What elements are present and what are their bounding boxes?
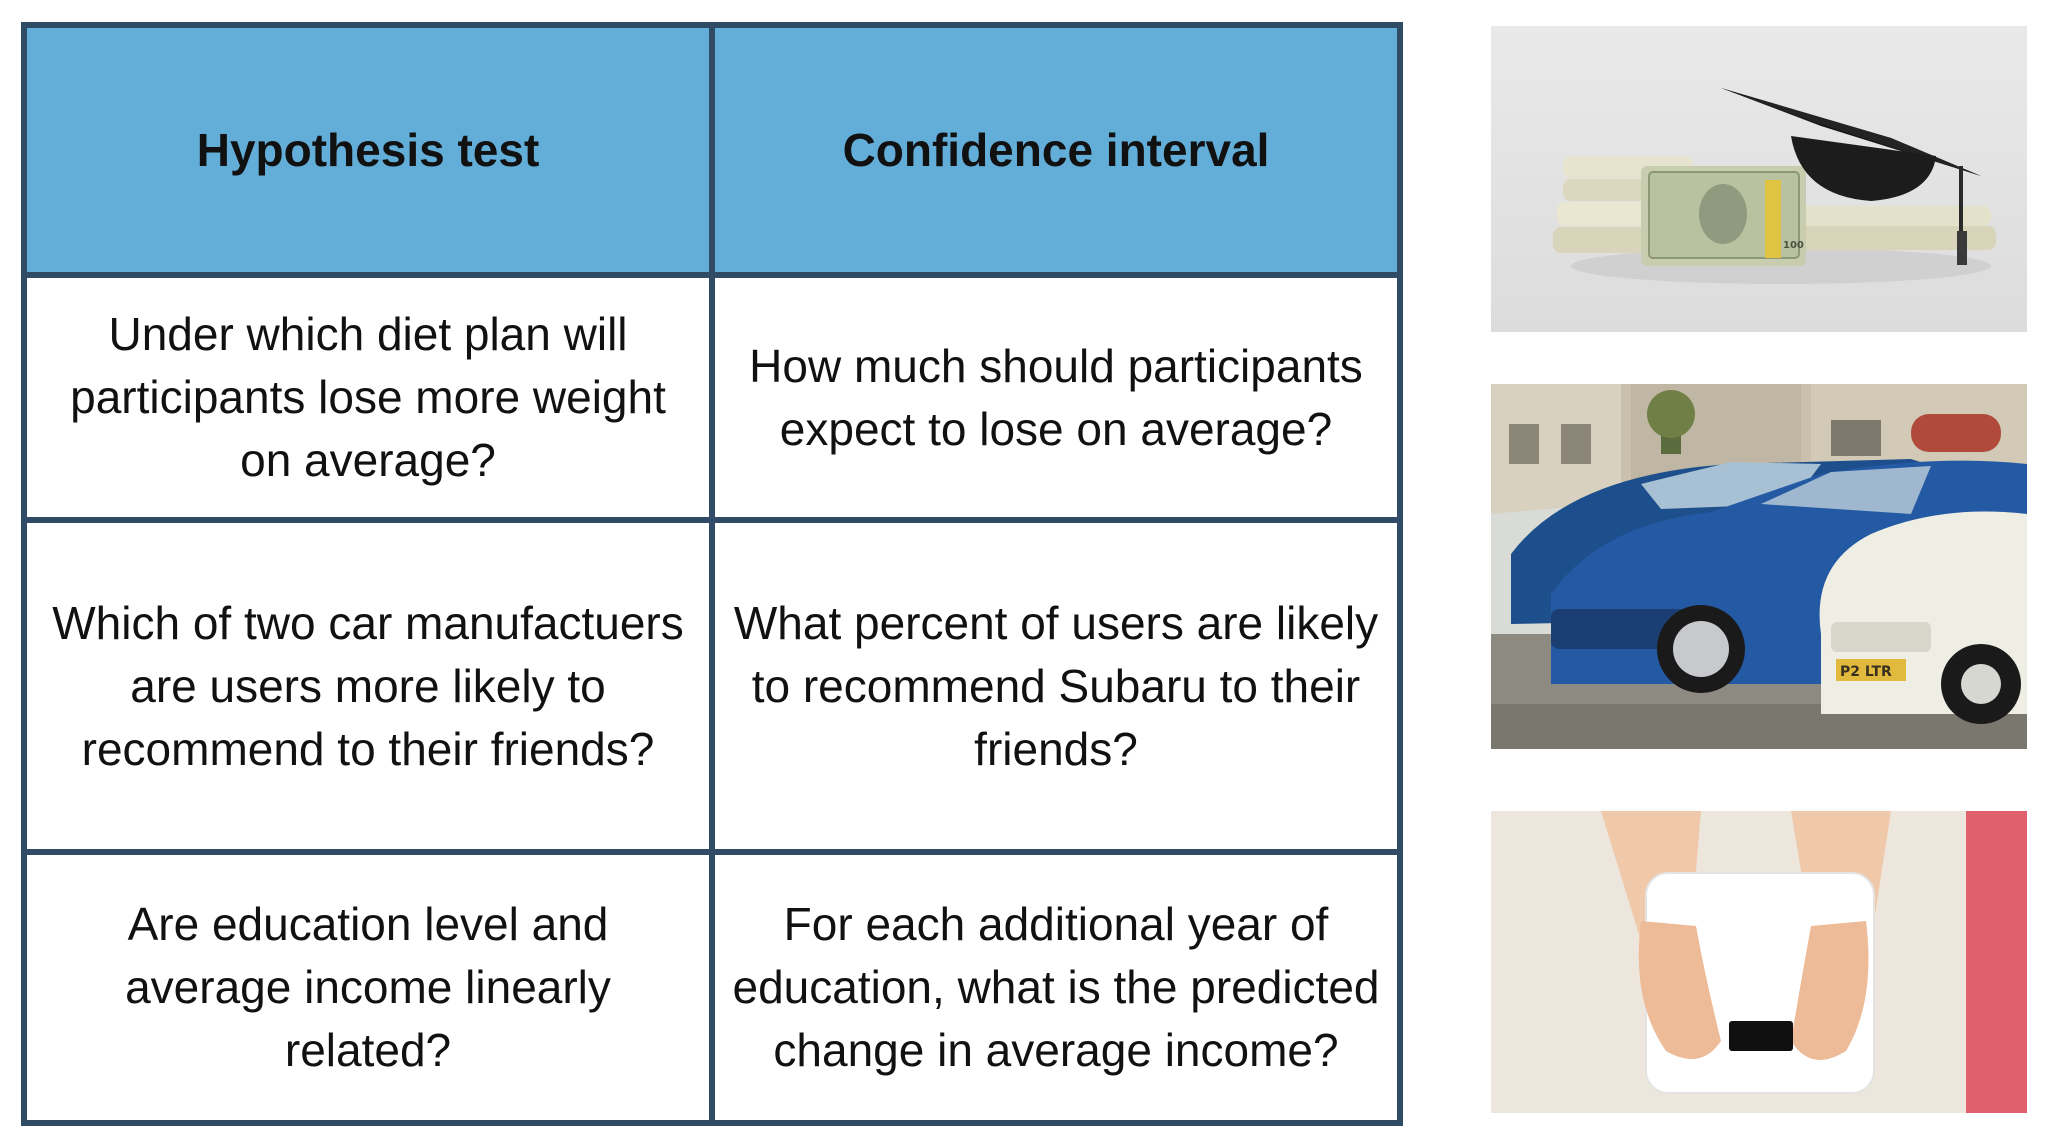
header-confidence-interval: Confidence interval bbox=[709, 22, 1403, 278]
money-graduation-cap-image: 100 bbox=[1491, 26, 2027, 332]
table-cell: For each additional year of education, w… bbox=[709, 849, 1403, 1126]
table-cell: How much should participants expect to l… bbox=[709, 272, 1403, 523]
bathroom-scale-image bbox=[1491, 811, 2027, 1113]
table-row: Which of two car manufactuers are users … bbox=[21, 517, 1403, 855]
table-header-row: Hypothesis test Confidence interval bbox=[21, 22, 1403, 278]
comparison-table: Hypothesis test Confidence interval Unde… bbox=[21, 22, 1403, 1126]
money-graduation-cap-illustration: 100 bbox=[1491, 26, 2027, 332]
table-cell: What percent of users are likely to reco… bbox=[709, 517, 1403, 855]
cars-image: P2 LTR bbox=[1491, 384, 2027, 749]
table-cell: Which of two car manufactuers are users … bbox=[21, 517, 715, 855]
cars-illustration: P2 LTR bbox=[1491, 384, 2027, 749]
banknote-value-text: 100 bbox=[1783, 240, 1804, 251]
table-cell: Under which diet plan will participants … bbox=[21, 272, 715, 523]
header-hypothesis-test: Hypothesis test bbox=[21, 22, 715, 278]
table-row: Under which diet plan will participants … bbox=[21, 272, 1403, 523]
table-row: Are education level and average income l… bbox=[21, 849, 1403, 1126]
license-plate-text: P2 LTR bbox=[1840, 664, 1892, 680]
table-cell: Are education level and average income l… bbox=[21, 849, 715, 1126]
bathroom-scale-illustration bbox=[1491, 811, 2027, 1113]
